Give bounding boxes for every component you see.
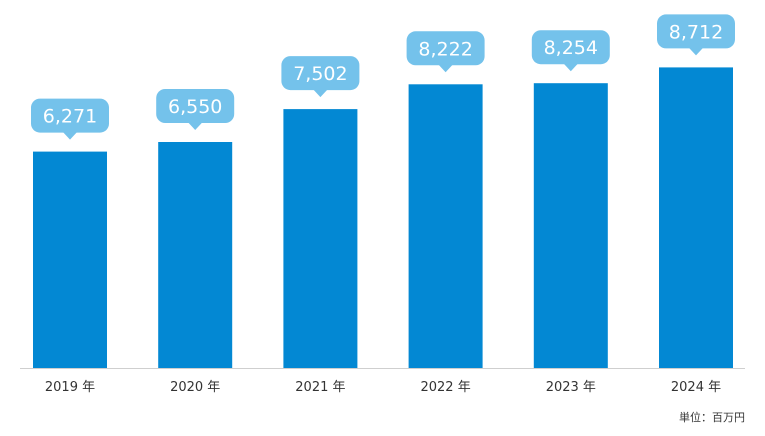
x-tick-label-4: 2022 年 [420,380,470,395]
data-label-1: 6,271 [31,98,109,140]
x-tick-label-6: 2024 年 [671,380,721,395]
data-label-text: 6,271 [43,106,97,128]
data-label-bubble [156,89,235,123]
data-label-3: 7,502 [281,56,360,98]
data-label-2: 6,550 [156,89,235,130]
bar-6 [659,67,733,369]
data-label-pointer [689,47,703,56]
data-label-bubble [531,30,610,65]
data-label-bubble [31,98,109,133]
unit-label: 単位：百万円 [679,411,745,424]
data-label-bubble [406,31,485,66]
data-label-text: 6,550 [168,96,222,118]
bar-2 [158,142,233,368]
x-tick-label-2: 2020 年 [170,380,220,395]
x-tick-label-3: 2021 年 [295,380,345,395]
data-label-text: 8,254 [544,37,598,59]
data-label-text: 7,502 [293,63,347,85]
x-tick-label-1: 2019 年 [45,380,95,395]
bar-4 [408,84,483,369]
bars-group [33,67,733,369]
data-label-text: 8,712 [669,21,723,43]
x-tick-label-5: 2023 年 [546,380,596,395]
bar-3 [283,109,358,368]
data-label-5: 8,254 [531,30,610,72]
data-labels-group: 6,271 6,550 7,502 8,222 8,254 8,712 [31,14,735,140]
data-label-pointer [313,89,328,98]
data-label-4: 8,222 [406,31,485,73]
bar-5 [533,83,608,368]
bar-1 [33,151,107,368]
data-label-pointer [188,122,203,130]
x-axis-ticks-group: 2019 年 2020 年 2021 年 2022 年 2023 年 2024 年 [45,380,721,395]
data-label-pointer [563,63,578,72]
data-label-pointer [63,132,77,140]
data-label-bubble [657,14,735,49]
data-label-6: 8,712 [657,14,735,56]
data-label-bubble [281,56,360,91]
data-label-text: 8,222 [418,38,472,60]
data-label-pointer [438,64,453,73]
